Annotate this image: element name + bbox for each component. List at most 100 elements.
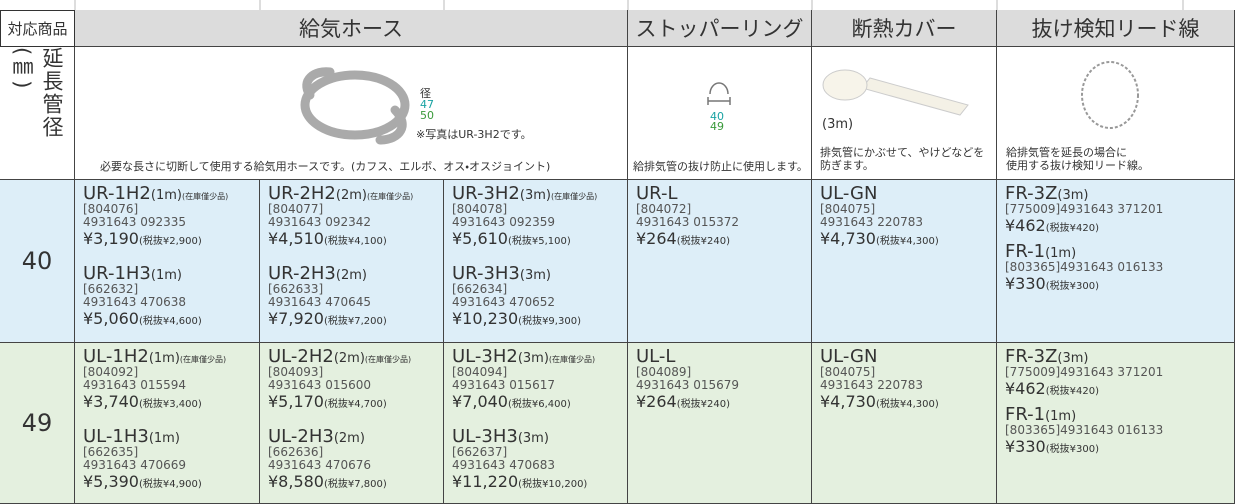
- dimension: 40: [710, 110, 724, 123]
- code: [804093]: [268, 365, 324, 379]
- model-line: UR-1H3(1m): [83, 265, 202, 283]
- product: FR-3Z(3m) [775009]4931643 371201 ¥462(税抜¥4…: [1005, 348, 1163, 397]
- caption: 排気管にかぶせて、やけどなどを: [820, 146, 985, 159]
- code: [804094]: [452, 365, 508, 379]
- product: UR-2H3(2m) [662633] 4931643 470645 ¥7,920(税…: [268, 265, 387, 327]
- size-cell: 49: [0, 343, 75, 504]
- jan: 4931643 470645: [268, 295, 372, 309]
- jan: 4931643 220783: [820, 215, 924, 229]
- jan: 4931643 015594: [83, 378, 187, 392]
- length: (3m): [1057, 188, 1089, 203]
- model: UL-3H2: [452, 346, 518, 367]
- model-line: FR-1(1m): [1005, 406, 1163, 424]
- model: UR-2H3: [268, 263, 336, 284]
- model: UR-1H2: [83, 183, 151, 204]
- stock-note: (在庫僅少品): [366, 192, 414, 201]
- price-line: ¥330(税抜¥300): [1005, 276, 1163, 292]
- jan: 4931643 016133: [1060, 423, 1164, 437]
- tax: (税抜¥9,300): [518, 316, 581, 327]
- photo-note: ※写真はUR-3H2です。: [416, 128, 532, 141]
- product-cell: [812, 343, 997, 504]
- model: UL-2H2: [268, 346, 334, 367]
- header-cell: 給気ホース: [75, 10, 628, 47]
- product: UL-3H2(3m)(在庫僅少品) [804094] 4931643 015617 ¥…: [452, 348, 595, 410]
- price-line: ¥462(税抜¥420): [1005, 381, 1163, 397]
- code-line: [775009]4931643 371201: [1005, 203, 1163, 216]
- price-line: ¥5,390(税抜¥4,900): [83, 474, 202, 490]
- price: ¥330: [1005, 274, 1046, 293]
- product-cell: [444, 343, 628, 504]
- code: [662637]: [452, 445, 508, 459]
- price: ¥4,730: [820, 229, 876, 248]
- product: UR-2H2(2m)(在庫僅少品) [804077] 4931643 092342 ¥…: [268, 185, 413, 247]
- jan: 4931643 016133: [1060, 260, 1164, 274]
- length: (1m): [148, 351, 180, 366]
- code: [804075]: [820, 202, 876, 216]
- price: ¥4,730: [820, 392, 876, 411]
- length: (3m): [1057, 351, 1089, 366]
- price: ¥11,220: [452, 472, 519, 491]
- product: UR-L [804072] 4931643 015372 ¥264(税抜¥240): [636, 185, 739, 247]
- model: UL-GN: [820, 183, 878, 204]
- model-line: UR-3H2(3m)(在庫僅少品): [452, 185, 597, 203]
- price-line: ¥3,740(税抜¥3,400): [83, 394, 226, 410]
- product: UL-2H2(2m)(在庫僅少品) [804093] 4931643 015600 ¥…: [268, 348, 411, 410]
- length: (2m): [333, 351, 365, 366]
- price-line: ¥4,510(税抜¥4,100): [268, 231, 413, 247]
- model: UL-GN: [820, 346, 878, 367]
- tax: (税抜¥7,800): [323, 479, 387, 490]
- price-line: ¥5,610(税抜¥5,100): [452, 231, 597, 247]
- length: (2m): [335, 268, 367, 283]
- model: UL-1H2: [83, 346, 149, 367]
- product: UL-1H2(1m)(在庫僅少品) [804092] 4931643 015594 ¥…: [83, 348, 226, 410]
- model-line: UL-3H3(3m): [452, 428, 587, 446]
- model-line: FR-1(1m): [1005, 243, 1163, 261]
- price-line: ¥4,730(税抜¥4,300): [820, 231, 939, 247]
- price: ¥264: [636, 392, 677, 411]
- model-line: UL-GN: [820, 348, 939, 366]
- code: [804072]: [636, 202, 692, 216]
- jan: 4931643 470638: [83, 295, 187, 309]
- price: ¥10,230: [452, 309, 519, 328]
- model: FR-1: [1005, 241, 1046, 262]
- price-line: ¥330(税抜¥300): [1005, 439, 1163, 455]
- price: ¥5,060: [83, 309, 139, 328]
- tax: (税抜¥3,400): [138, 399, 202, 410]
- model: UR-3H3: [452, 263, 520, 284]
- dimension: 50: [420, 109, 434, 122]
- code: [662635]: [83, 445, 139, 459]
- side-label: 延長管径(㎜): [0, 47, 75, 180]
- product: UR-1H2(1m)(在庫僅少品) [804076] 4931643 092335 ¥…: [83, 185, 228, 247]
- jan: 4931643 092335: [83, 215, 187, 229]
- length: (2m): [333, 431, 365, 446]
- code: [775009]: [1005, 202, 1061, 216]
- jan: 4931643 371201: [1060, 365, 1164, 379]
- model: UL-1H3: [83, 426, 149, 447]
- model-line: FR-3Z(3m): [1005, 348, 1163, 366]
- length: (3m): [517, 431, 549, 446]
- tax: (税抜¥300): [1045, 444, 1099, 455]
- model-line: UR-2H2(2m)(在庫僅少品): [268, 185, 413, 203]
- tax: (税抜¥10,200): [518, 479, 588, 490]
- price: ¥4,510: [268, 229, 324, 248]
- product-cell: [628, 343, 812, 504]
- product-cell: [260, 180, 444, 343]
- length: (3m): [519, 268, 551, 283]
- price: ¥5,390: [83, 472, 139, 491]
- tax: (税抜¥5,100): [507, 236, 571, 247]
- tax: (税抜¥2,900): [138, 236, 202, 247]
- model-line: UL-GN: [820, 185, 939, 203]
- header-cell: 断熱カバー: [812, 10, 997, 47]
- tax: (税抜¥300): [1045, 281, 1099, 292]
- tax: (税抜¥240): [676, 399, 730, 410]
- tax: (税抜¥4,100): [323, 236, 387, 247]
- product-cell: [812, 180, 997, 343]
- price-line: ¥3,190(税抜¥2,900): [83, 231, 228, 247]
- product: UR-1H3(1m) [662632] 4931643 470638 ¥5,060(税…: [83, 265, 202, 327]
- price: ¥5,610: [452, 229, 508, 248]
- tax: (税抜¥420): [1045, 386, 1099, 397]
- jan: 4931643 470676: [268, 458, 372, 472]
- product: UL-1H3(1m) [662635] 4931643 470669 ¥5,390(税…: [83, 428, 202, 490]
- dimension: 49: [710, 120, 724, 133]
